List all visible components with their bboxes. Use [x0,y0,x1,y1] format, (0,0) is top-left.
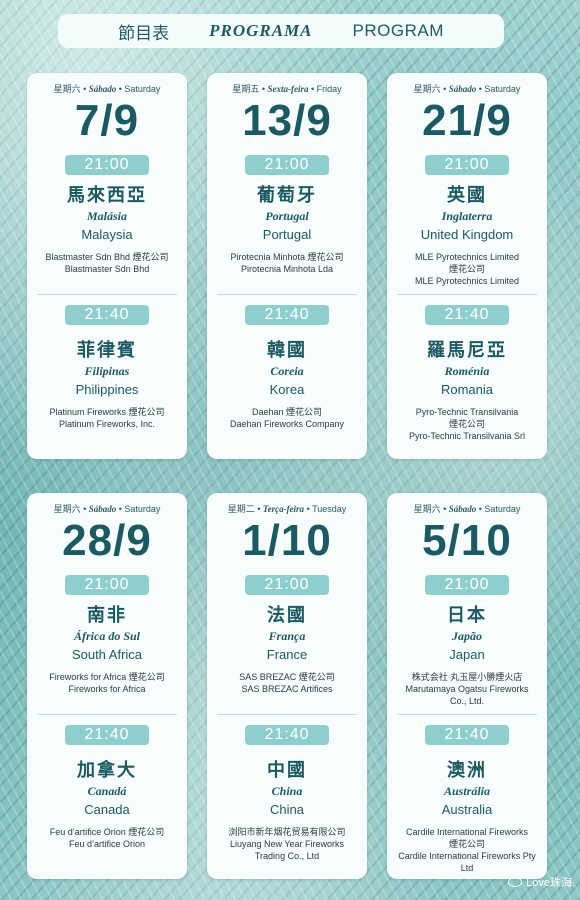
divider [37,294,177,295]
country-name-zh: 日本 [447,605,487,626]
country-name-zh: 澳洲 [447,760,487,781]
company-name: Blastmaster Sdn Bhd 煙花公司 Blastmaster Sdn … [45,252,169,274]
header-title-pt: PROGRAMA [209,21,313,40]
company-name: Pyro-Technic Transilvania 煙花公司 Pyro-Techni… [408,407,526,441]
show-time-first: 21:00 [245,155,329,175]
show-time-first: 21:00 [245,575,329,595]
show-time-second: 21:40 [425,305,509,325]
company-name: Feu d’artifice Orion 煙花公司 Feu d’artifice … [49,827,165,849]
show-time-first: 21:00 [425,155,509,175]
show-time-first: 21:00 [425,575,509,595]
company-name: Daehan 煙花公司 Daehan Fireworks Company [229,407,345,429]
country-name-pt: Filipinas [84,364,130,378]
schedule-card: 星期六 • Sábado • Saturday 5/10 21:00 日本 Ja… [387,493,547,879]
country-name-pt: Inglaterra [441,209,493,223]
divider [397,294,537,295]
divider [397,714,537,715]
country-name-zh: 羅馬尼亞 [427,340,507,361]
schedule-card: 星期六 • Sábado • Saturday 28/9 21:00 南非 Áf… [27,493,187,879]
country-name-pt: China [271,784,303,798]
company-name: 浏阳市新年烟花贸易有限公司 Liuyang New Year Fireworks T… [228,827,346,861]
country-name-en: Malaysia [81,227,133,242]
company-name: Platinum Fireworks 煙花公司 Platinum Firework… [49,407,165,429]
divider [217,294,357,295]
header-title-zh: 節目表 [118,23,170,44]
show-date: 1/10 [242,516,332,565]
show-time-first: 21:00 [65,575,149,595]
country-name-zh: 加拿大 [77,760,137,781]
show-date: 7/9 [74,96,140,145]
watermark: Love珠海 [508,874,572,890]
country-name-pt: Roménia [444,364,490,378]
country-name-zh: 法國 [267,605,307,626]
weekday-line: 星期六 • Sábado • Saturday [413,84,521,94]
country-name-en: Portugal [262,227,312,242]
show-time-second: 21:40 [245,725,329,745]
country-name-zh: 菲律賓 [77,340,137,361]
weekday-line: 星期六 • Sábado • Saturday [413,504,521,514]
country-name-en: China [270,802,304,817]
company-name: SAS BREZAC 煙花公司 SAS BREZAC Artifices [239,672,335,694]
divider [217,714,357,715]
schedule-card: 星期六 • Sábado • Saturday 7/9 21:00 馬來西亞 M… [27,73,187,459]
schedule-card: 星期六 • Sábado • Saturday 21/9 21:00 英國 In… [387,73,547,459]
country-name-zh: 葡萄牙 [257,185,317,206]
show-date: 28/9 [62,516,152,565]
country-name-zh: 馬來西亞 [67,185,147,206]
country-name-pt: África do Sul [73,629,140,643]
header-title-en: PROGRAM [352,21,444,40]
chat-bubble-icon [508,877,523,887]
country-name-en: Romania [440,382,494,397]
country-name-en: United Kingdom [420,227,514,242]
country-name-pt: Portugal [265,209,309,223]
company-name: Fireworks for Africa 煙花公司 Fireworks for A… [49,672,165,694]
country-name-pt: Japão [452,629,482,643]
weekday-line: 星期六 • Sábado • Saturday [53,84,161,94]
country-name-en: South Africa [71,647,143,662]
show-date: 13/9 [242,96,332,145]
country-name-en: Japan [449,647,485,662]
country-name-en: Australia [441,802,493,817]
country-name-en: France [266,647,308,662]
show-time-second: 21:40 [65,725,149,745]
country-name-zh: 英國 [447,185,487,206]
country-name-zh: 韓國 [267,340,307,361]
country-name-pt: França [268,629,306,643]
company-name: Pirotecnia Minhota 煙花公司 Pirotecnia Minhot… [230,252,344,274]
divider [37,714,177,715]
country-name-pt: Austrália [443,784,491,798]
weekday-line: 星期二 • Terça-feira • Tuesday [227,504,347,514]
country-name-zh: 中國 [267,760,307,781]
company-name: 株式会社 丸玉屋小勝煙火店 Marutamaya Ogatsu Fireworks… [405,672,529,706]
country-name-pt: Malásia [86,209,127,223]
watermark-text: Love珠海 [526,877,572,889]
schedule-card: 星期二 • Terça-feira • Tuesday 1/10 21:00 法… [207,493,367,879]
show-time-second: 21:40 [425,725,509,745]
country-name-en: Canada [84,802,130,817]
schedule-card: 星期五 • Sexta-feira • Friday 13/9 21:00 葡萄… [207,73,367,459]
country-name-pt: Canadá [87,784,127,798]
country-name-en: Philippines [75,382,139,397]
country-name-pt: Coreia [270,364,304,378]
show-time-second: 21:40 [245,305,329,325]
company-name: MLE Pyrotechnics Limited 煙花公司 MLE Pyrotech… [414,252,520,286]
company-name: Cardile International Fireworks 煙花公司 Cardi… [398,827,536,873]
show-time-first: 21:00 [65,155,149,175]
show-time-second: 21:40 [65,305,149,325]
program-header: 節目表 PROGRAMA PROGRAM [58,14,504,48]
weekday-line: 星期六 • Sábado • Saturday [53,504,161,514]
country-name-en: Korea [269,382,305,397]
show-date: 21/9 [422,96,512,145]
show-date: 5/10 [422,516,512,565]
country-name-zh: 南非 [87,605,127,626]
weekday-line: 星期五 • Sexta-feira • Friday [232,84,342,94]
